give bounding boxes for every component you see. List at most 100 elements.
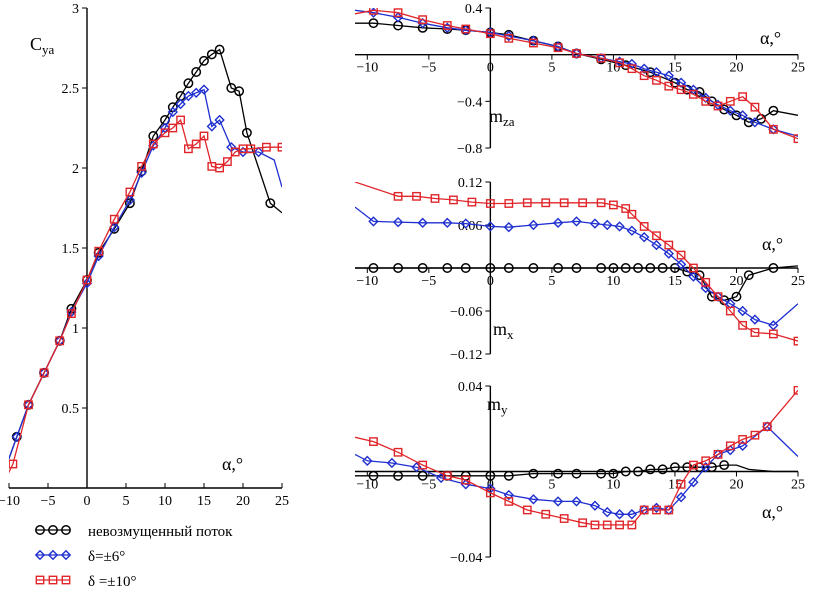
data-point [664, 81, 674, 91]
data-point [412, 191, 421, 201]
data-point [743, 270, 754, 281]
legend-marker-circle [35, 525, 71, 535]
x-tick-label: 25 [275, 494, 289, 509]
data-point [713, 292, 723, 302]
data-point [191, 87, 202, 98]
data-point [669, 263, 680, 273]
legend-marker [47, 549, 59, 561]
data-point [688, 271, 699, 282]
data-point [198, 84, 210, 95]
data-point [725, 441, 735, 451]
y-tick-label: −0.8 [457, 142, 482, 157]
data-point [627, 64, 637, 74]
legend-marker [48, 525, 58, 535]
data-point [417, 17, 428, 29]
data-point [485, 221, 496, 232]
y-axis-label-main: m [489, 106, 503, 126]
x-tick-label: 5 [548, 478, 555, 493]
data-point [627, 520, 637, 530]
legend-marker [34, 549, 46, 561]
data-point [234, 86, 245, 97]
data-point [168, 123, 178, 133]
data-point [442, 263, 453, 273]
data-point [652, 505, 661, 515]
data-point [578, 518, 588, 528]
data-point [701, 456, 711, 466]
data-point [688, 476, 699, 488]
data-point [369, 437, 378, 446]
data-point [393, 263, 404, 273]
data-point [222, 157, 232, 166]
data-point [663, 248, 674, 259]
data-point [528, 468, 539, 479]
y-axis-label-sub: x [507, 327, 514, 342]
data-point [541, 198, 551, 208]
data-point [793, 134, 798, 144]
data-point [368, 18, 379, 29]
data-point [467, 197, 477, 207]
data-point [125, 187, 135, 197]
x-axis-label: α,° [762, 502, 783, 522]
y-tick-label: −0.06 [450, 305, 482, 320]
data-point [737, 440, 748, 452]
x-tick-label: −5 [421, 274, 436, 289]
data-point [215, 163, 224, 173]
data-point [528, 494, 539, 505]
data-point [725, 96, 735, 106]
data-point [553, 468, 563, 479]
chart-mx: −10 −5 0 5 10 15 20 25 0.12 0.06 −0.06 −0.12 mx α,° [355, 176, 805, 363]
data-point [719, 460, 730, 471]
y-tick-label: −0.12 [450, 348, 482, 363]
data-point [651, 239, 662, 251]
data-point [191, 139, 201, 149]
legend-marker [61, 525, 71, 535]
data-point [689, 89, 698, 99]
data-point [552, 217, 564, 229]
data-point [749, 117, 761, 128]
data-point [66, 309, 76, 318]
data-point [750, 328, 760, 337]
data-point [675, 491, 687, 503]
data-point [277, 142, 282, 152]
y-tick-label: 3 [72, 2, 79, 17]
data-point [461, 24, 471, 34]
data-point [657, 464, 668, 475]
data-point [589, 218, 601, 229]
series-group [355, 8, 798, 144]
x-tick-label: 0 [487, 61, 494, 76]
data-point [39, 368, 49, 378]
x-tick-label: 5 [548, 274, 555, 289]
series-line [355, 464, 798, 477]
data-point [664, 505, 674, 515]
data-point [589, 500, 601, 511]
data-point [368, 263, 379, 273]
data-point [713, 101, 723, 111]
data-point [737, 305, 748, 317]
data-point [199, 131, 209, 141]
data-point [460, 479, 471, 490]
data-point [620, 263, 631, 273]
data-point [553, 43, 563, 53]
data-point [417, 217, 428, 229]
legend-marker-square [35, 575, 71, 585]
data-point [793, 386, 798, 395]
data-point [175, 98, 186, 110]
y-tick-label: 2 [72, 162, 79, 177]
data-point [262, 142, 271, 152]
data-point [214, 44, 225, 55]
data-point [725, 444, 736, 456]
x-tick-label: 5 [123, 494, 130, 509]
legend-label-undisturbed: невозмущенный поток [88, 524, 233, 540]
x-tick-label: −10 [0, 494, 20, 509]
data-point [768, 329, 778, 339]
data-point [750, 430, 760, 440]
data-point [664, 240, 674, 250]
data-point [442, 217, 453, 229]
data-point [689, 263, 698, 273]
data-point [485, 470, 496, 481]
x-tick-label: 25 [791, 274, 805, 289]
data-point [553, 263, 563, 273]
data-point [596, 468, 607, 479]
